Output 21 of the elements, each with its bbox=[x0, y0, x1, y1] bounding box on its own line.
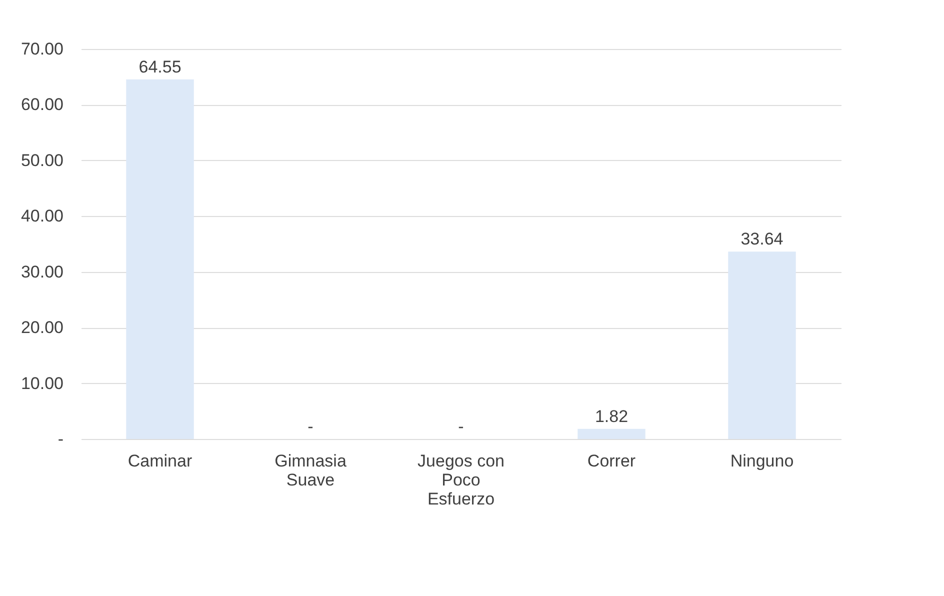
data-label: 33.64 bbox=[740, 230, 784, 249]
y-tick-label: 40.00 bbox=[20, 206, 64, 226]
y-tick-label: 50.00 bbox=[20, 150, 64, 170]
y-tick-label: 30.00 bbox=[20, 262, 64, 282]
bar bbox=[728, 252, 796, 439]
data-label: 64.55 bbox=[138, 57, 182, 76]
x-tick-label: Juegos con Poco Esfuerzo bbox=[418, 452, 504, 508]
x-tick-label: Ninguno bbox=[730, 452, 794, 470]
data-label: 1.82 bbox=[594, 406, 628, 426]
data-label: - bbox=[308, 417, 314, 436]
y-tick-label: 60.00 bbox=[20, 95, 64, 114]
y-tick-label: - bbox=[58, 430, 64, 448]
x-tick-label: Caminar bbox=[128, 452, 192, 470]
x-tick-label: Correr bbox=[587, 452, 636, 470]
y-tick-label: 70.00 bbox=[20, 40, 64, 58]
y-tick-label: 10.00 bbox=[20, 374, 64, 393]
bar bbox=[126, 79, 194, 439]
y-tick-label: 20.00 bbox=[20, 318, 64, 338]
x-tick-label: Gimnasia Suave bbox=[274, 452, 347, 490]
bar bbox=[578, 428, 646, 439]
data-label: - bbox=[458, 417, 464, 436]
